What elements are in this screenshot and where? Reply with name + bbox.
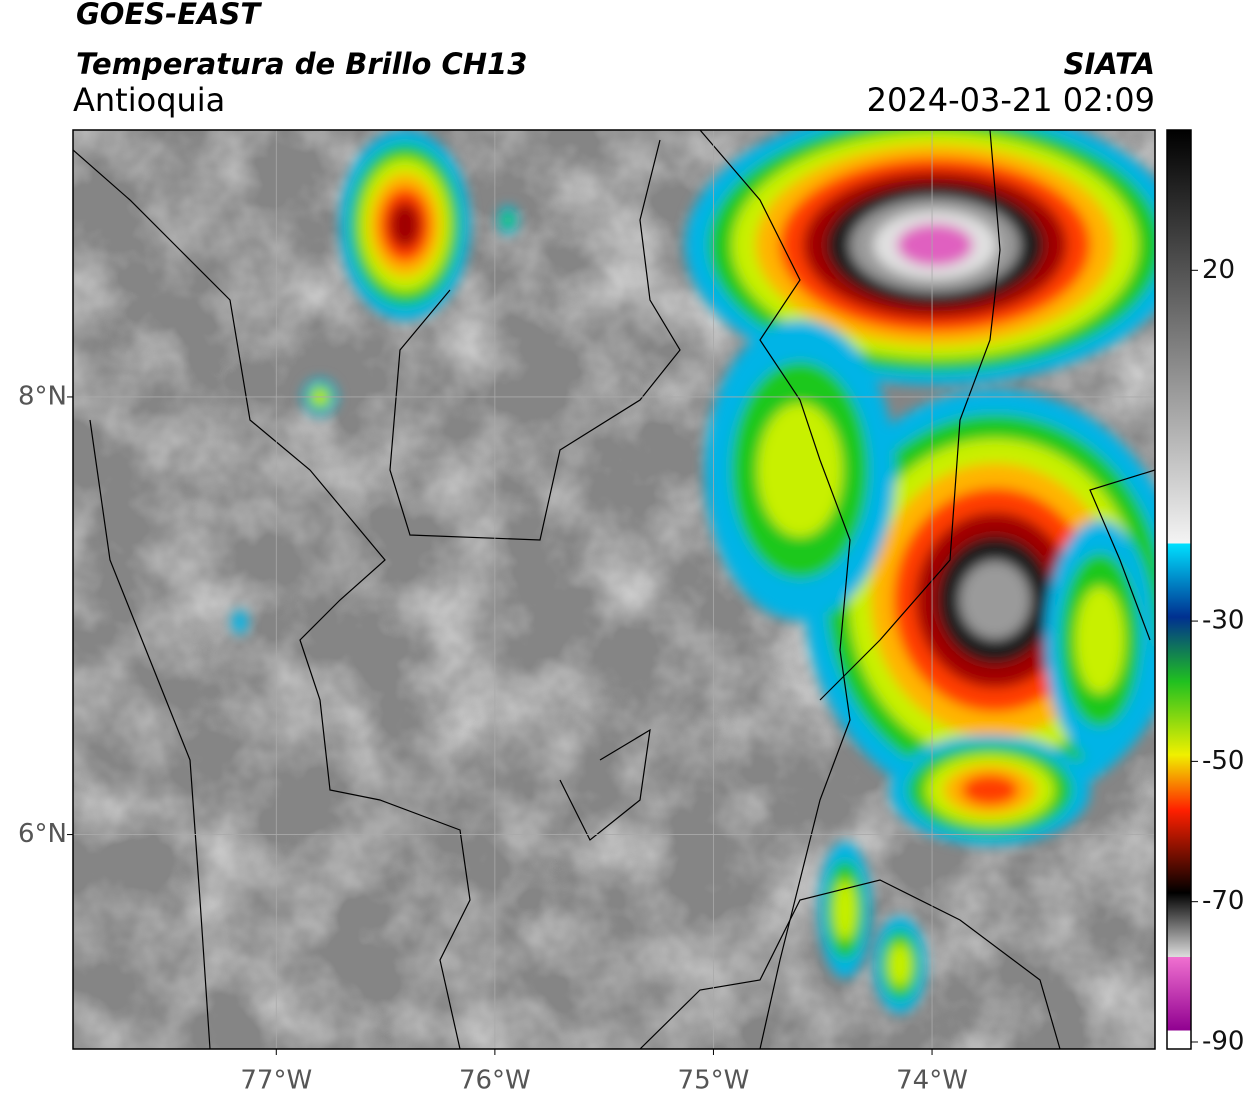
y-tick-label: 6°N — [18, 819, 67, 849]
colorbar-label: -30 — [1202, 606, 1244, 636]
subtitle: Temperatura de Brillo CH13 — [76, 47, 527, 81]
storm-level — [501, 211, 515, 229]
storm-cells — [232, 130, 1155, 1013]
region: Antioquia — [73, 81, 225, 119]
x-tick-label: 77°W — [240, 1066, 312, 1096]
y-tick-label: 8°N — [18, 381, 67, 411]
storm-level — [961, 774, 1019, 806]
x-tick-label: 75°W — [678, 1066, 750, 1096]
datetime: 2024-03-21 02:09 — [867, 81, 1155, 119]
storm-level — [1075, 586, 1125, 694]
map-frame — [72, 129, 1156, 1050]
x-tick-label: 74°W — [896, 1066, 968, 1096]
colorbar-label: 20 — [1202, 255, 1235, 285]
x-tick-label: 76°W — [459, 1066, 531, 1096]
colorbar-label: -70 — [1202, 886, 1244, 916]
storm-level — [232, 610, 248, 634]
borders — [73, 130, 1155, 1049]
storm-level — [757, 403, 843, 537]
storm-level — [888, 943, 912, 987]
storm-level — [897, 223, 973, 267]
colorbar-label: -50 — [1202, 746, 1244, 776]
title: GOES-EAST — [76, 0, 262, 31]
storm-level — [959, 560, 1031, 640]
source: SIATA — [1064, 47, 1155, 81]
storm-level — [389, 201, 421, 249]
colorbar-label: -90 — [1202, 1026, 1244, 1056]
colorbar — [1166, 129, 1192, 1050]
map-area — [73, 130, 1155, 1049]
storm-level — [833, 879, 857, 941]
